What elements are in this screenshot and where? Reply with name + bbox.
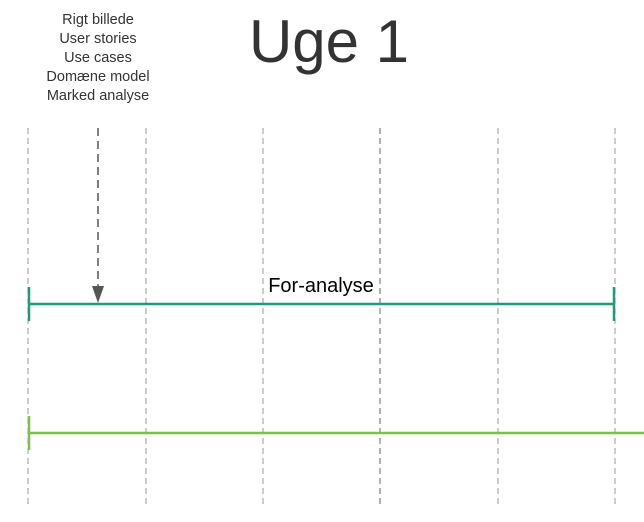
- gridlines: [27, 128, 616, 505]
- arrow-head-icon: [92, 286, 104, 303]
- notes-arrow: [92, 128, 104, 303]
- phase-for-analyse: For-analyse: [27, 275, 616, 321]
- note-marked-analyse: Marked analyse: [47, 88, 149, 104]
- note-domaene-model: Domæne model: [46, 69, 149, 85]
- notes-stack: Rigt billede User stories Use cases Domæ…: [46, 12, 149, 104]
- note-rigt-billede: Rigt billede: [62, 12, 134, 28]
- phase-second: [27, 416, 644, 450]
- note-user-stories: User stories: [59, 31, 136, 47]
- note-use-cases: Use cases: [64, 50, 132, 66]
- phase-label: For-analyse: [268, 275, 374, 297]
- diagram-title: Uge 1: [249, 8, 409, 75]
